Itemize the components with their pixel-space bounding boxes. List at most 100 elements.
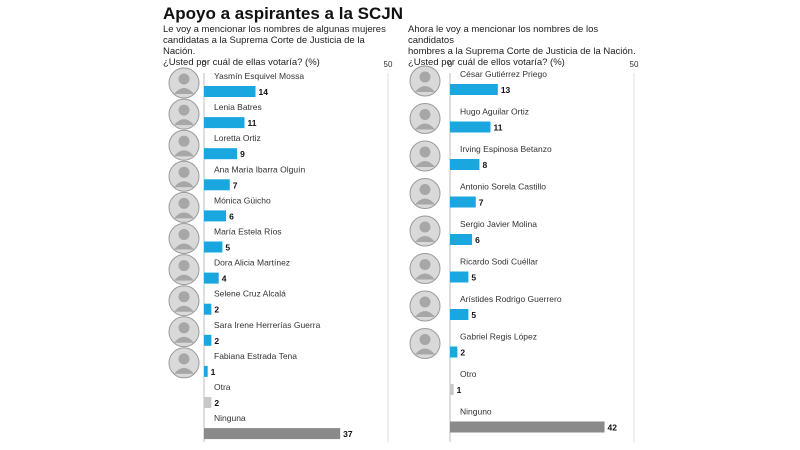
women-category-label: Fabiana Estrada Tena — [214, 351, 297, 361]
men-avatar-shoulders — [415, 348, 435, 355]
women-avatar-shoulders — [174, 150, 194, 157]
women-avatar-shoulders — [174, 367, 194, 374]
women-category-label: Ana María Ibarra Olguín — [214, 164, 305, 174]
men-bar — [450, 384, 454, 395]
women-bar — [204, 334, 212, 346]
women-value-label: 37 — [343, 429, 353, 439]
men-value-label: 8 — [482, 160, 487, 170]
men-tick-label: 0 — [448, 60, 453, 69]
women-avatar-shoulders — [174, 119, 194, 126]
men-tick-label: 50 — [630, 60, 639, 69]
women-avatar-head — [178, 166, 190, 178]
men-category-label: Arístides Rodrigo Guerrero — [460, 294, 562, 304]
men-value-label: 5 — [471, 310, 476, 320]
women-value-label: 2 — [214, 336, 219, 346]
women-tick-label: 50 — [384, 60, 393, 69]
men-avatar-head — [419, 184, 431, 195]
men-value-label: 42 — [608, 423, 618, 433]
men-category-label: Sergio Javier Molina — [460, 219, 537, 229]
men-avatar-head — [419, 146, 431, 158]
women-avatar-shoulders — [174, 88, 194, 94]
men-avatar-shoulders — [415, 273, 435, 280]
men-avatar-shoulders — [415, 198, 435, 205]
women-bar — [204, 272, 219, 284]
men-category-label: Antonio Sorela Castillo — [460, 182, 546, 192]
men-value-label: 6 — [475, 235, 480, 245]
women-bar — [204, 210, 227, 222]
women-category-label: Yasmín Esquivel Mossa — [214, 71, 304, 81]
women-bar — [204, 303, 212, 315]
women-avatar-head — [178, 353, 190, 365]
men-category-label: Otro — [460, 369, 477, 379]
men-avatar-head — [419, 109, 431, 120]
women-value-label: 9 — [240, 149, 245, 159]
men-bar — [450, 196, 476, 208]
women-tick-label: 0 — [202, 60, 207, 69]
men-value-label: 13 — [501, 85, 511, 95]
subtitle-line: Ahora le voy a mencionar los nombres de … — [408, 24, 599, 46]
subtitle-line: Le voy a mencionar los nombres de alguna… — [163, 24, 386, 35]
women-bar — [204, 179, 230, 191]
women-avatar-head — [178, 104, 190, 116]
women-avatar-head — [178, 197, 190, 209]
women-value-label: 1 — [211, 367, 216, 377]
women-avatar-head — [178, 73, 190, 85]
men-avatar-head — [419, 296, 431, 308]
women-avatar-head — [178, 135, 190, 147]
men-avatar-shoulders — [415, 123, 435, 130]
women-category-label: Loretta Ortiz — [214, 133, 261, 143]
men-category-label: Irving Espinosa Betanzo — [460, 144, 552, 154]
women-bar — [204, 117, 245, 129]
men-value-label: 5 — [471, 273, 476, 283]
men-avatar-head — [419, 71, 431, 83]
men-bar — [450, 346, 458, 358]
men-bar — [450, 121, 491, 133]
women-bar — [204, 148, 238, 160]
women-value-label: 14 — [259, 87, 269, 97]
men-category-label: Ricardo Sodi Cuéllar — [460, 257, 538, 267]
men-avatar-head — [419, 334, 431, 345]
men-avatar-shoulders — [415, 161, 435, 167]
women-avatar-shoulders — [174, 181, 194, 188]
men-category-label: Ninguno — [460, 407, 492, 417]
women-avatar-head — [178, 229, 190, 240]
men-category-label: Hugo Aguilar Ortiz — [460, 107, 529, 117]
women-bar — [204, 86, 256, 97]
women-value-label: 4 — [222, 274, 227, 284]
women-bar — [204, 241, 223, 253]
women-avatar-shoulders — [174, 212, 194, 219]
women-avatar-shoulders — [174, 243, 194, 250]
women-value-label: 11 — [247, 118, 256, 128]
men-bar — [450, 84, 498, 95]
men-value-label: 2 — [460, 348, 465, 358]
chart-title: Apoyo a aspirantes a la SCJN — [163, 4, 403, 23]
women-value-label: 6 — [229, 211, 234, 221]
men-avatar-shoulders — [415, 311, 435, 317]
men-avatar-shoulders — [415, 86, 435, 92]
women-bar — [204, 428, 341, 440]
men-bar — [450, 309, 469, 320]
women-value-label: 7 — [233, 180, 238, 190]
men-category-label: Gabriel Regis López — [460, 332, 537, 342]
women-category-label: Lenia Batres — [214, 102, 262, 112]
men-chart-subtitle: Ahora le voy a mencionar los nombres de … — [408, 24, 643, 68]
subtitle-line: hombres a la Suprema Corte de Justicia d… — [408, 46, 636, 57]
women-bar — [204, 365, 208, 377]
women-category-label: Ninguna — [214, 413, 246, 423]
men-value-label: 7 — [479, 198, 484, 208]
women-category-label: Mónica Güicho — [214, 195, 271, 205]
women-category-label: Dora Alicia Martínez — [214, 258, 290, 268]
men-bar — [450, 234, 473, 245]
women-category-label: Sara Irene Herrerías Guerra — [214, 320, 321, 330]
women-avatar-head — [178, 322, 190, 334]
men-value-label: 1 — [457, 385, 462, 395]
men-bar — [450, 271, 469, 283]
women-value-label: 2 — [214, 305, 219, 315]
women-avatar-shoulders — [174, 274, 194, 281]
women-bar — [204, 397, 212, 408]
men-avatar-shoulders — [415, 236, 435, 242]
subtitle-line: ¿Usted por cuál de ellas votaría? (%) — [163, 57, 320, 68]
women-avatar-head — [178, 291, 190, 303]
men-bar — [450, 421, 605, 433]
